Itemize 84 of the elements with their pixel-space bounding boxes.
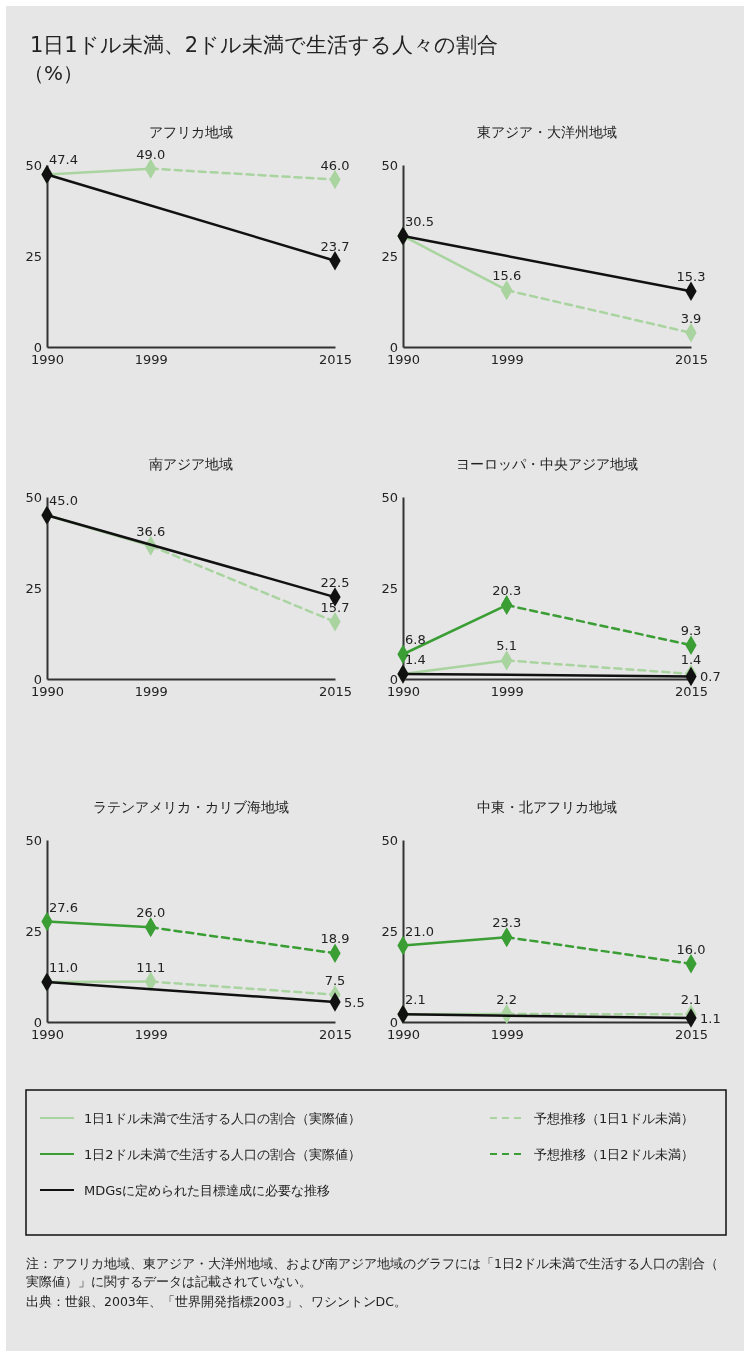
x-tick-label: 2015 [318, 1027, 353, 1043]
data-label: 22.5 [320, 575, 350, 591]
y-tick-label: 25 [381, 248, 398, 264]
y-tick-label: 50 [381, 157, 398, 173]
data-label: 11.0 [49, 959, 78, 975]
data-label: 30.5 [405, 213, 434, 229]
data-label: 26.0 [136, 905, 166, 921]
y-tick-label: 25 [381, 580, 398, 596]
chart-title: 東アジア・大洋州地域 [477, 124, 617, 140]
data-label: 45.0 [49, 493, 78, 509]
x-tick-label: 2015 [318, 684, 353, 700]
legend-label: 予想推移（1日2ドル未満） [534, 1147, 694, 1162]
chart-title: ヨーロッパ・中央アジア地域 [456, 456, 638, 472]
text: （%） [24, 61, 84, 85]
y-tick-label: 50 [381, 489, 398, 505]
x-tick-label: 1990 [386, 1027, 421, 1043]
data-label: 23.7 [320, 238, 350, 254]
x-tick-label: 2015 [674, 1027, 709, 1043]
y-tick-label: 50 [25, 157, 42, 173]
source-note: 出典：世銀、2003年、「世界開発指標2003」、ワシントンDC。 [26, 1294, 407, 1309]
chart-title: 南アジア地域 [149, 456, 233, 472]
chart-title: 中東・北アフリカ地域 [477, 799, 617, 815]
data-label: 15.3 [676, 269, 706, 285]
x-tick-label: 1990 [386, 352, 421, 368]
legend-label: 1日1ドル未満で生活する人口の割合（実際値） [84, 1111, 361, 1126]
data-label: 18.9 [320, 931, 350, 947]
x-tick-label: 2015 [674, 352, 709, 368]
data-label: 1.4 [405, 651, 426, 667]
data-label: 15.6 [492, 268, 522, 284]
data-label: 6.8 [405, 632, 426, 648]
data-label: 15.7 [320, 599, 350, 615]
data-label: 7.5 [324, 972, 346, 988]
data-label: 23.3 [492, 915, 522, 931]
data-label: 2.1 [680, 992, 702, 1008]
chart-title: ラテンアメリカ・カリブ海地域 [93, 799, 289, 815]
data-label: 2.1 [405, 992, 426, 1008]
x-tick-label: 1999 [490, 352, 524, 368]
data-label: 21.0 [405, 923, 434, 939]
y-tick-label: 0 [389, 671, 398, 687]
y-tick-label: 0 [389, 1014, 398, 1030]
data-label: 1.4 [680, 651, 702, 667]
x-tick-label: 1999 [490, 684, 524, 700]
y-tick-label: 25 [25, 580, 42, 596]
data-label: 47.4 [49, 152, 78, 168]
data-label: 16.0 [676, 941, 706, 957]
legend-label: 1日2ドル未満で生活する人口の割合（実際値） [84, 1147, 361, 1162]
data-label: 9.3 [680, 623, 702, 639]
x-tick-label: 1990 [386, 684, 421, 700]
x-tick-label: 2015 [318, 352, 353, 368]
data-label: 2.2 [496, 991, 518, 1007]
y-tick-label: 0 [389, 339, 398, 355]
x-tick-label: 1999 [134, 1027, 168, 1043]
data-label: 5.1 [496, 638, 518, 654]
y-tick-label: 50 [25, 489, 42, 505]
x-tick-label: 1999 [134, 684, 168, 700]
y-tick-label: 25 [25, 923, 42, 939]
data-label: 46.0 [320, 157, 350, 173]
data-label: 5.5 [344, 994, 365, 1010]
x-tick-label: 1999 [134, 352, 168, 368]
data-label: 3.9 [680, 310, 702, 326]
x-tick-label: 1990 [30, 352, 65, 368]
data-label: 1.1 [700, 1011, 721, 1026]
x-tick-label: 1990 [30, 684, 65, 700]
x-tick-label: 2015 [674, 684, 709, 700]
y-tick-label: 0 [33, 671, 42, 687]
text: 注：アフリカ地域、東アジア・大洋州地域、および南アジア地域のグラフには「1日2ドル未満で生活する人口の割合（実際値）」に関するデータは記載されていない。 [26, 1256, 718, 1289]
y-tick-label: 25 [25, 248, 42, 264]
y-tick-label: 50 [25, 832, 42, 848]
legend-label: 予想推移（1日1ドル未満） [534, 1111, 694, 1126]
legend-label: MDGsに定められた目標達成に必要な推移 [84, 1183, 331, 1198]
y-tick-label: 50 [381, 832, 398, 848]
data-label: 11.1 [136, 959, 166, 975]
data-label: 27.6 [49, 899, 78, 915]
data-label: 49.0 [136, 146, 166, 162]
text: 1日1ドル未満、2ドル未満で生活する人々の割合 [30, 33, 499, 57]
chart-title: アフリカ地域 [149, 124, 233, 140]
x-tick-label: 1990 [30, 1027, 65, 1043]
y-tick-label: 25 [381, 923, 398, 939]
x-tick-label: 1999 [490, 1027, 524, 1043]
data-label: 20.3 [492, 583, 522, 599]
y-tick-label: 0 [33, 1014, 42, 1030]
data-label: 0.7 [700, 669, 721, 685]
data-label: 36.6 [136, 523, 166, 539]
y-tick-label: 0 [33, 339, 42, 355]
